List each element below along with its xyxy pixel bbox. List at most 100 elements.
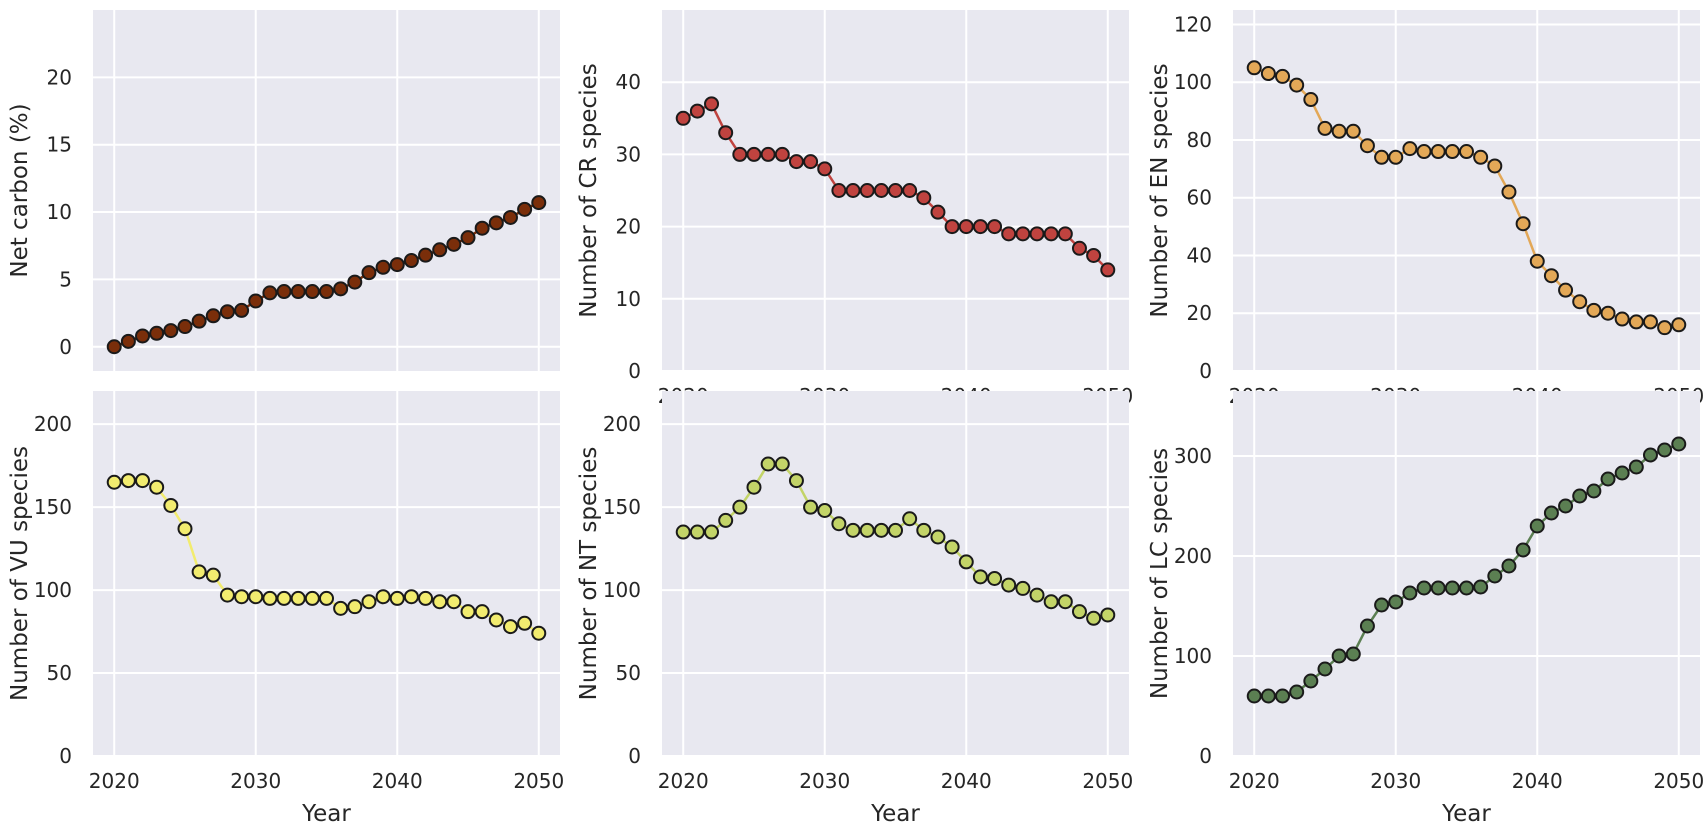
lc-species-point	[1642, 447, 1658, 463]
en-species-y-tick-label: 100	[1174, 70, 1212, 94]
cr-species-point	[873, 183, 889, 198]
panel-lc-species: 0 100 200 300 2020 2030 2040 2050 Year Number of …	[1147, 391, 1704, 827]
vu-species-point	[389, 590, 405, 606]
nt-species-point	[1086, 610, 1102, 626]
net-carbon-point	[361, 265, 377, 281]
lc-species-point	[1628, 459, 1644, 475]
net-carbon-y-axis-label: Net carbon (%)	[7, 103, 33, 277]
nt-species-point	[831, 516, 847, 532]
vu-species-point	[191, 564, 207, 580]
cr-species-point	[888, 183, 903, 198]
vu-species-x-axis-label: Year	[301, 801, 351, 827]
lc-species-point	[1246, 688, 1262, 704]
net-carbon-point	[403, 253, 419, 269]
nt-species-point	[930, 529, 946, 545]
vu-species-point	[234, 589, 250, 605]
panel-net-carbon: 0 5 10 15 20 Net carbon (%)	[7, 10, 560, 371]
lc-species-point	[1260, 688, 1276, 704]
lc-species-point	[1473, 579, 1489, 595]
lc-species-x-tick-label: 2050	[1653, 769, 1704, 793]
nt-species-point	[689, 524, 705, 540]
en-species-point	[1459, 144, 1474, 160]
cr-species-point	[1071, 240, 1087, 256]
lc-species-point	[1374, 597, 1390, 613]
vu-species-y-tick-label: 100	[34, 578, 72, 602]
en-species-point	[1614, 311, 1630, 327]
en-species-point	[1529, 253, 1545, 269]
lc-species-y-tick-label: 0	[1199, 744, 1212, 768]
nt-species-y-tick-label: 50	[616, 661, 641, 685]
net-carbon-point	[446, 236, 462, 252]
en-species-point	[1430, 144, 1446, 160]
net-carbon-y-tick-label: 10	[47, 200, 72, 224]
net-carbon-point	[333, 281, 349, 297]
nt-species-point	[902, 511, 918, 527]
nt-species-point	[987, 570, 1003, 586]
lc-species-y-tick-label: 300	[1174, 444, 1212, 468]
en-species-point	[1628, 314, 1644, 330]
nt-species-point	[732, 499, 748, 515]
vu-species-point	[219, 587, 235, 603]
nt-species-point	[746, 479, 762, 495]
net-carbon-point	[163, 323, 179, 339]
en-species-point	[1260, 66, 1276, 82]
panel-vu-species: 0 50 100 150 200 2020 2030 2040 2050 Year Number o…	[7, 391, 564, 827]
nt-species-point	[972, 569, 988, 585]
lc-species-point	[1529, 518, 1545, 534]
cr-species-point	[746, 146, 762, 162]
net-carbon-point	[418, 247, 434, 263]
nt-species-point	[718, 512, 734, 528]
nt-species-point	[1029, 587, 1045, 603]
net-carbon-point	[531, 195, 547, 211]
en-species-point	[1642, 314, 1658, 330]
vu-species-plot-area	[93, 391, 560, 756]
lc-species-x-axis-label: Year	[1441, 801, 1491, 827]
lc-species-point	[1487, 568, 1503, 584]
net-carbon-point	[120, 333, 136, 349]
net-carbon-plot-area	[93, 10, 560, 371]
en-species-point	[1289, 77, 1305, 93]
vu-species-point	[106, 474, 122, 490]
vu-species-point	[276, 590, 292, 606]
cr-species-point	[1015, 226, 1031, 242]
en-species-point	[1388, 149, 1404, 165]
vu-species-point	[333, 600, 349, 616]
lc-species-point	[1388, 594, 1404, 610]
cr-species-point	[675, 110, 691, 126]
lc-species-point	[1402, 585, 1418, 601]
nt-species-x-tick-label: 2050	[1082, 769, 1133, 793]
vu-species-point	[531, 625, 547, 641]
en-species-point	[1402, 141, 1418, 157]
en-species-y-tick-label: 80	[1187, 128, 1212, 152]
cr-species-y-tick-label: 20	[616, 215, 641, 239]
cr-species-point	[1086, 247, 1102, 263]
cr-species-y-tick-label: 40	[616, 70, 641, 94]
cr-species-point	[1057, 226, 1073, 242]
cr-species-point	[902, 183, 918, 198]
vu-species-x-tick-label: 2050	[513, 769, 564, 793]
en-species-y-tick-label: 60	[1187, 186, 1212, 210]
vu-species-point	[517, 615, 533, 631]
vu-species-point	[120, 473, 136, 489]
cr-species-point	[689, 103, 705, 119]
lc-species-point	[1671, 436, 1687, 452]
en-species-y-axis-label: Number of EN species	[1147, 63, 1173, 317]
nt-species-point	[1057, 594, 1073, 610]
nt-species-point	[774, 456, 790, 472]
lc-species-point	[1345, 646, 1361, 662]
net-carbon-point	[304, 284, 320, 300]
vu-species-point	[319, 590, 334, 606]
nt-species-y-axis-label: Number of NT species	[576, 447, 602, 701]
en-species-plot-area	[1233, 10, 1700, 371]
nt-species-point	[873, 522, 889, 538]
en-species-point	[1275, 68, 1291, 84]
net-carbon-point	[149, 325, 165, 341]
vu-species-point	[474, 604, 490, 620]
en-species-point	[1586, 302, 1602, 318]
vu-species-point	[488, 612, 504, 628]
net-carbon-point	[517, 201, 533, 217]
net-carbon-point	[234, 302, 250, 318]
en-species-point	[1558, 282, 1574, 298]
lc-species-point	[1586, 483, 1602, 499]
cr-species-y-tick-label: 0	[628, 359, 641, 383]
